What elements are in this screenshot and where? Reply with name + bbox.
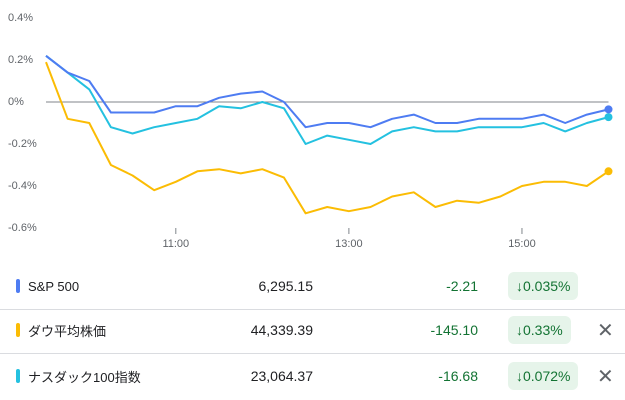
- table-row[interactable]: ダウ平均株価 44,339.39 -145.10 ↓0.33% ✕: [0, 308, 625, 352]
- change: -145.10: [430, 322, 478, 338]
- series-marker: [16, 369, 20, 383]
- end-dot: [604, 113, 613, 122]
- row-separator: [0, 309, 625, 310]
- x-tick-label: 11:00: [162, 238, 189, 250]
- change-pct: ↓0.33%: [508, 316, 571, 344]
- price: 23,064.37: [250, 368, 313, 384]
- change-pct: ↓0.035%: [508, 272, 579, 300]
- series-name: ナスダック100指数: [28, 369, 141, 385]
- change: -16.68: [438, 368, 478, 384]
- remove-button[interactable]: ✕: [597, 319, 614, 342]
- series-line: [45, 61, 610, 215]
- y-tick-label: 0.4%: [8, 12, 33, 24]
- x-tick-label: 15:00: [508, 238, 536, 250]
- table-row[interactable]: S&P 500 6,295.15 -2.21 ↓0.035%: [0, 264, 625, 308]
- end-dot: [604, 167, 613, 176]
- y-tick-label: -0.4%: [8, 180, 37, 192]
- table-row[interactable]: ナスダック100指数 23,064.37 -16.68 ↓0.072% ✕: [0, 354, 625, 398]
- series-name: ダウ平均株価: [28, 323, 107, 339]
- end-dot: [604, 105, 613, 114]
- y-tick-label: 0%: [8, 96, 24, 108]
- price: 6,295.15: [258, 278, 314, 294]
- y-tick-label: -0.2%: [8, 138, 37, 150]
- series-name: S&P 500: [28, 278, 80, 294]
- price: 44,339.39: [250, 322, 313, 338]
- series-line: [45, 55, 609, 129]
- chart: -0.6% -0.4% -0.2% 0% 0.2% 0.4% 11:00 13:00 15:00: [8, 12, 613, 250]
- series-marker: [16, 323, 20, 337]
- change: -2.21: [446, 278, 478, 294]
- y-tick-label: 0.2%: [8, 54, 33, 66]
- y-tick-label: -0.6%: [8, 222, 37, 234]
- x-tick-label: 13:00: [335, 238, 363, 250]
- series-line: [45, 55, 609, 145]
- change-pct: ↓0.072%: [508, 362, 579, 390]
- series-marker: [16, 279, 20, 293]
- remove-button[interactable]: ✕: [597, 365, 614, 388]
- row-separator: [0, 353, 625, 354]
